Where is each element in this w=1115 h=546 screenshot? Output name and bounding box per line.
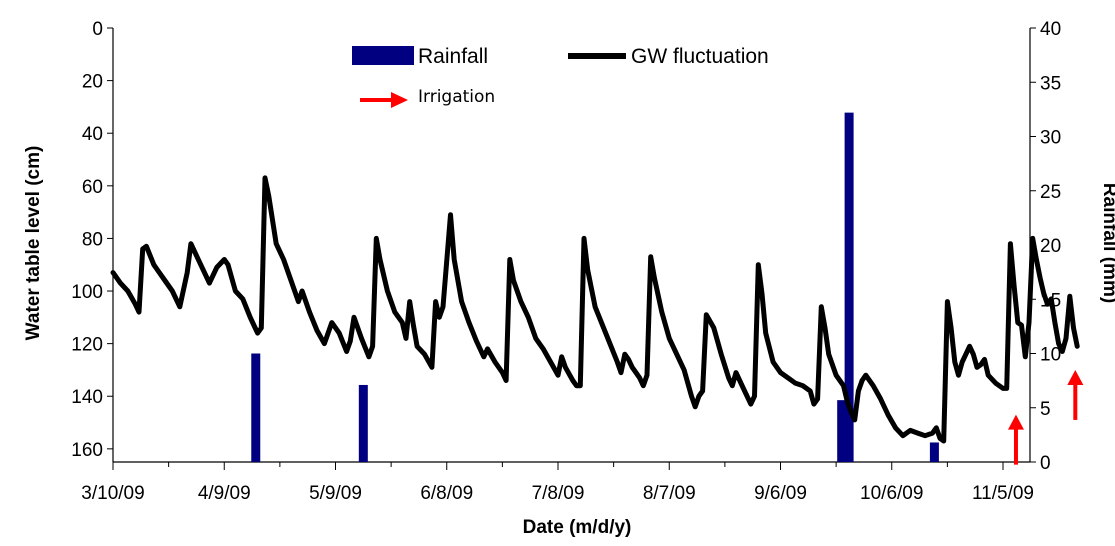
x-tick-label: 5/9/09 — [309, 483, 362, 504]
tick-labels: 0 20 40 60 80 100 120 140 160 0 5 10 15 20 25 30 35 40 3/1… — [71, 19, 1061, 504]
x-tick-label: 10/6/09 — [860, 483, 923, 504]
x-tick-label: 4/9/09 — [198, 483, 251, 504]
rainfall-bar — [929, 442, 939, 462]
rainfall-bar — [844, 112, 854, 462]
y-left-tick-label: 160 — [71, 440, 103, 461]
y-left-axis-title: Water table level (cm) — [23, 146, 44, 341]
legend-rainfall-label: Rainfall — [418, 45, 488, 68]
irrigation-arrows — [1007, 369, 1084, 465]
x-tick-label: 11/5/09 — [972, 483, 1034, 504]
y-right-tick-label: 35 — [1040, 73, 1061, 94]
y-left-tick-label: 120 — [71, 335, 103, 356]
y-right-tick-label: 25 — [1040, 182, 1061, 203]
legend-rainfall-swatch — [352, 46, 414, 65]
irrigation-arrowhead — [1007, 414, 1024, 430]
y-left-tick-label: 140 — [71, 387, 103, 408]
x-tick-label: 9/6/09 — [754, 483, 807, 504]
y-right-tick-label: 5 — [1040, 399, 1051, 420]
x-tick-label: 7/8/09 — [532, 483, 585, 504]
y-right-tick-label: 30 — [1040, 128, 1061, 149]
legend-gw-label: GW fluctuation — [631, 45, 769, 68]
legend-irrigation-arrowhead — [391, 92, 408, 108]
x-axis-title: Date (m/d/y) — [523, 517, 632, 538]
y-left-tick-label: 0 — [92, 19, 103, 40]
y-left-tick-label: 60 — [82, 177, 103, 198]
y-right-tick-label: 0 — [1040, 453, 1051, 474]
x-tick-label: 6/8/09 — [420, 483, 473, 504]
y-left-tick-label: 40 — [82, 124, 103, 145]
gw-line-layer — [110, 175, 1080, 444]
y-left-tick-label: 100 — [71, 282, 103, 303]
y-left-tick-label: 80 — [82, 229, 103, 250]
y-right-tick-label: 15 — [1040, 290, 1061, 311]
y-right-tick-label: 10 — [1040, 345, 1061, 366]
gw-fluctuation-line — [110, 175, 1080, 444]
rainfall-bar — [358, 384, 368, 462]
y-right-tick-label: 20 — [1040, 236, 1061, 257]
rainfall-bar — [251, 353, 261, 462]
y-left-tick-label: 20 — [82, 72, 103, 93]
rainfall-bar — [837, 400, 847, 462]
y-right-tick-label: 40 — [1040, 19, 1061, 40]
legend: Rainfall GW fluctuation Irrigation — [352, 45, 769, 108]
irrigation-arrowhead — [1067, 369, 1084, 385]
rainfall-bars — [251, 112, 939, 462]
axes-layer — [107, 27, 1036, 470]
x-tick-label: 3/10/09 — [81, 483, 144, 504]
legend-irrigation-label: Irrigation — [418, 87, 495, 107]
x-tick-label: 8/7/09 — [643, 483, 696, 504]
y-right-axis-title: Rainfall (mm) — [1099, 183, 1115, 303]
